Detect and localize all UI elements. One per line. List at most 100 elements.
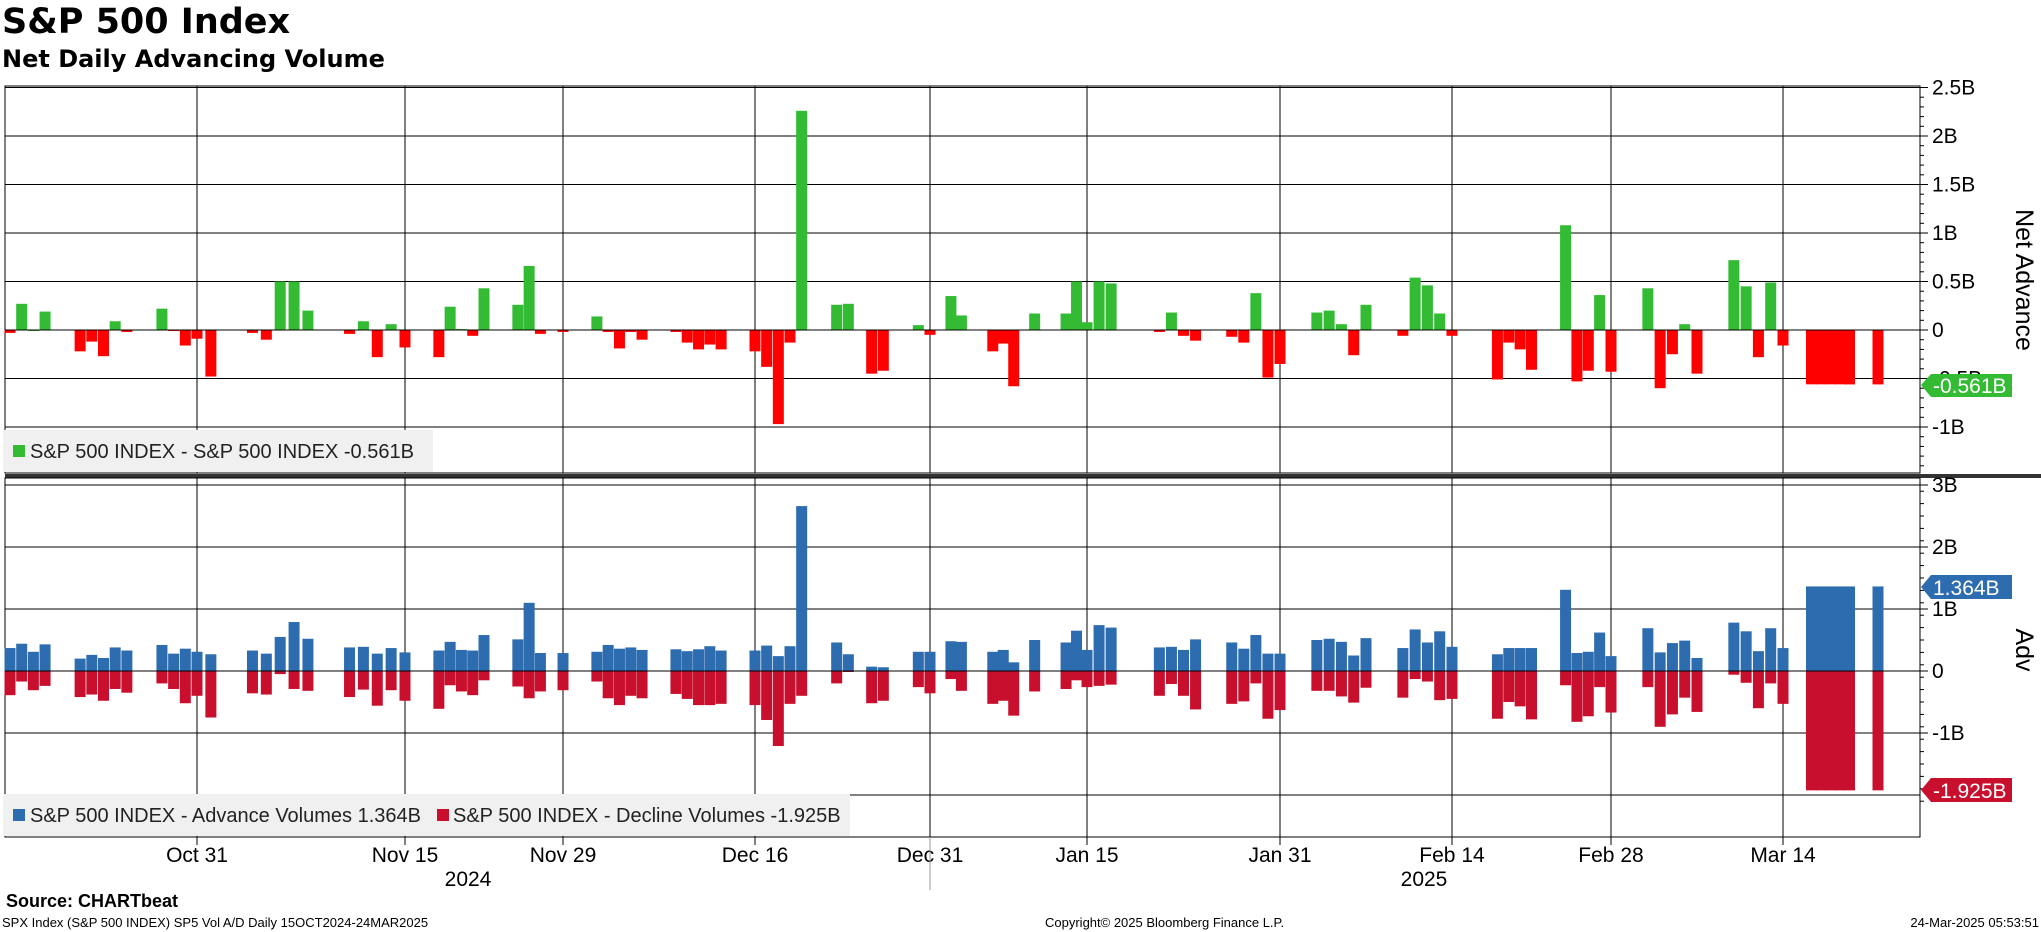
net-advance-bar — [831, 304, 843, 330]
net-advance-bar — [1093, 281, 1105, 330]
top-y-tick-label: 2.5B — [1932, 77, 1975, 100]
bottom-y-tick-label: 3B — [1932, 474, 1958, 497]
advance-volume-bar — [1434, 631, 1446, 671]
advance-volume-bar — [912, 651, 924, 671]
decline-volume-bar — [591, 671, 603, 682]
top-y-tick-label: 1.5B — [1932, 174, 1975, 197]
bottom-y-tick-label: 2B — [1932, 536, 1958, 559]
net-advance-bar — [1190, 330, 1202, 341]
advance-volume-bar — [1105, 627, 1117, 671]
decline-volume-bar — [4, 671, 16, 696]
advance-volume-bar — [191, 651, 203, 671]
net-advance-bar — [1654, 330, 1666, 389]
decline-volume-bar — [1642, 671, 1654, 688]
decline-volume-bar — [156, 671, 168, 684]
top-y-tick-label: 2B — [1932, 125, 1958, 148]
net-advance-bar — [444, 306, 456, 330]
advance-volume-bar — [1409, 629, 1421, 671]
decline-volume-bar — [371, 671, 383, 706]
decline-volume-bar — [191, 671, 203, 696]
decline-volume-bar — [1105, 671, 1117, 685]
x-tick-label: Nov 29 — [530, 844, 597, 867]
decline-volume-bar — [1560, 671, 1572, 686]
net-advance-bar — [866, 330, 878, 374]
advance-volume-bar — [1311, 640, 1323, 671]
decline-volume-bar — [693, 671, 705, 706]
advance-volume-bar — [16, 643, 28, 671]
net-advance-bar — [557, 330, 569, 332]
net-advance-bar — [693, 330, 705, 350]
net-advance-bar — [74, 330, 86, 352]
advance-volume-bar — [945, 641, 957, 671]
net-advance-bar — [1728, 260, 1740, 330]
bottom-y-tick-label: -1B — [1932, 722, 1965, 745]
decline-volume-bar — [1503, 671, 1515, 702]
decline-volume-bar — [761, 671, 773, 720]
advance-volume-bar — [98, 657, 109, 671]
advance-volume-bar — [1226, 642, 1238, 671]
decline-volume-bar — [16, 671, 28, 682]
advance-volume-bar — [681, 651, 693, 671]
advance-volume-bar — [205, 654, 217, 671]
top-panel-frame — [4, 85, 1921, 474]
decline-volume-bar — [772, 671, 784, 747]
advance-volume-bar — [613, 648, 625, 671]
advance-volume-bar — [74, 658, 86, 671]
decline-volume-bar — [74, 671, 86, 698]
decline-volume-bar — [1360, 671, 1372, 688]
top-panel-grid — [4, 86, 1920, 473]
advance-volume-bar — [86, 654, 98, 671]
advance-volume-bar — [302, 638, 314, 671]
decline-volume-bar — [1190, 671, 1202, 710]
advance-volume-bar — [39, 644, 51, 671]
net-advance-bar — [1844, 330, 1855, 385]
net-advance-bar — [1514, 330, 1526, 350]
advance-volume-bar — [1777, 648, 1789, 671]
net-advance-bar — [344, 330, 356, 334]
net-advance-bar — [1446, 330, 1458, 336]
net-advance-bar — [1274, 330, 1286, 364]
decline-volume-bar — [1679, 671, 1691, 698]
advance-volume-bar — [1348, 655, 1360, 671]
advance-volume-bar — [455, 649, 467, 671]
advance-volume-bar — [1029, 640, 1041, 671]
decline-volume-bar — [1844, 671, 1855, 791]
top-legend-box — [3, 430, 433, 472]
net-advance-bar — [385, 324, 397, 330]
decline-volume-bar — [1060, 671, 1072, 689]
advance-volume-bar — [1081, 649, 1093, 671]
advance-volume-bar — [1594, 632, 1606, 671]
advance-volume-bar — [1178, 649, 1189, 671]
net-advance-bar — [1060, 313, 1072, 330]
footer-series-info: SPX Index (S&P 500 INDEX) SP5 Vol A/D Da… — [2, 915, 429, 930]
net-advance-bar — [796, 110, 808, 330]
decline-volume-bar — [39, 671, 51, 686]
decline-volume-bar — [1081, 671, 1093, 688]
bottom-last-value-tag-decline-shape — [1921, 778, 2012, 802]
net-advance-bar — [761, 330, 773, 367]
decline-volume-bar — [344, 671, 356, 698]
decline-volume-bar — [955, 671, 967, 691]
net-advance-bar — [523, 265, 535, 330]
net-advance-bar — [357, 321, 369, 330]
advance-volume-bar — [1335, 641, 1347, 671]
decline-volume-bar — [1728, 671, 1740, 675]
decline-volume-bar — [478, 671, 490, 681]
advance-volume-bar — [749, 650, 761, 671]
advance-volume-bar — [1605, 656, 1617, 671]
advance-volume-bar — [1274, 653, 1286, 671]
advance-volume-bar — [523, 602, 535, 671]
net-advance-bar — [749, 330, 761, 352]
decline-volume-bar — [681, 671, 693, 699]
net-advance-bar — [86, 330, 98, 342]
advance-volume-bar — [1093, 625, 1105, 671]
decline-volume-bar — [866, 671, 878, 704]
page-title: S&P 500 Index — [2, 2, 291, 42]
net-advance-bar — [433, 330, 445, 358]
advance-volume-bar — [357, 646, 369, 671]
bottom-y-axis-label: Adv — [2010, 628, 2038, 672]
decline-volume-bar — [625, 671, 637, 696]
footer-copyright: Copyright© 2025 Bloomberg Finance L.P. — [1045, 915, 1285, 930]
net-advance-bar — [1105, 283, 1117, 330]
x-tick-label: Feb 14 — [1419, 844, 1485, 867]
